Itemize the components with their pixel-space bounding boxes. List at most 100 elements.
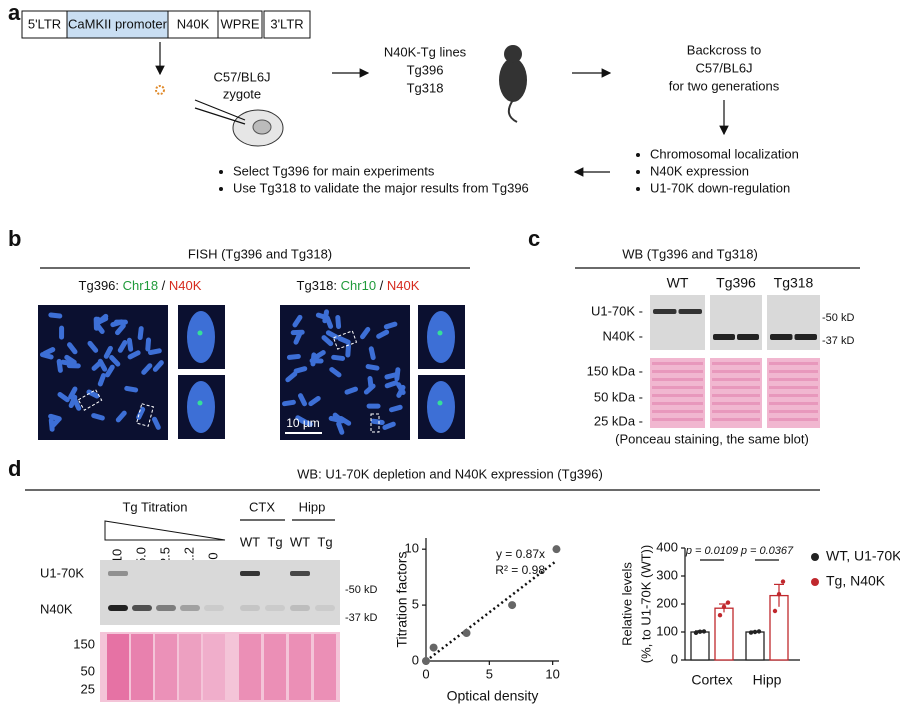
fish-label: Tg318: Chr10 / N40K	[297, 278, 420, 293]
r-squared: R² = 0.98	[495, 563, 545, 577]
construct-box	[167, 10, 219, 39]
y-axis-title: Titration factors	[394, 552, 410, 648]
band	[204, 605, 224, 611]
chromosome	[124, 385, 139, 393]
ponceau	[650, 358, 705, 428]
band	[180, 605, 200, 611]
band-label: N40K	[40, 601, 73, 616]
chromosome	[49, 417, 61, 430]
point	[697, 629, 703, 634]
chromosome	[126, 337, 134, 352]
amount: 0	[205, 552, 220, 559]
chromosome	[115, 323, 126, 336]
ponceau-band	[712, 370, 760, 373]
y-tick-label: 5	[412, 597, 419, 612]
panel-label: a	[8, 0, 21, 25]
lane-label: Tg	[317, 534, 332, 549]
equation: y = 0.87x	[496, 547, 545, 561]
chromosome	[376, 329, 390, 339]
chromosome	[117, 340, 128, 353]
y-axis-title: (%, to U1-70K (WT))	[638, 545, 653, 663]
fish-label: Tg396: Chr18 / N40K	[79, 278, 202, 293]
mouse	[499, 58, 527, 102]
ponceau-band	[769, 418, 818, 421]
wedge	[104, 520, 226, 541]
label: for two generations	[669, 78, 780, 93]
point	[756, 629, 762, 634]
chromosome	[344, 386, 359, 395]
chromosome	[87, 340, 99, 353]
band	[240, 605, 260, 611]
label: Backcross to	[687, 42, 761, 57]
bar	[745, 631, 765, 661]
marker-label: -37 kD	[822, 335, 854, 347]
fish-part: Tg318:	[297, 278, 341, 293]
bullet	[636, 170, 640, 174]
chromosome	[68, 386, 78, 400]
x-tick-label: 0	[422, 666, 429, 681]
point	[462, 629, 471, 638]
p-value: p = 0.0109	[685, 545, 738, 557]
ponceau-lane	[179, 634, 201, 700]
construct-box	[217, 10, 263, 39]
panel-title: WB: U1-70K depletion and N40K expression…	[297, 466, 603, 481]
marker-label: 150	[73, 636, 95, 651]
fish-part: N40K	[169, 278, 202, 293]
x-tick-label: 10	[545, 666, 559, 681]
band	[290, 571, 310, 576]
legend-label: Tg, N40K	[826, 573, 886, 589]
inset-chromosome	[187, 381, 215, 433]
ponceau-band	[712, 402, 760, 405]
label: Tg396	[407, 62, 444, 77]
signal	[437, 400, 443, 406]
mouse-head	[504, 45, 522, 63]
chromosome	[67, 342, 78, 355]
chromosome	[137, 326, 144, 341]
chromosome	[365, 364, 380, 371]
chromosome	[103, 345, 113, 359]
ponceau-lane	[203, 634, 225, 700]
label: Hipp	[299, 499, 326, 514]
label: C57/BL6J	[213, 69, 270, 84]
band-label: N40K -	[603, 328, 643, 343]
amount: 10	[109, 549, 124, 563]
chromosome	[367, 376, 374, 390]
ponceau-band	[769, 394, 818, 397]
chromosome	[345, 343, 351, 358]
ponceau-band	[769, 402, 818, 405]
label: C57/BL6J	[695, 60, 752, 75]
bullet	[636, 153, 640, 157]
y-tick-label: 400	[656, 539, 678, 554]
chromosome	[292, 314, 303, 328]
chromosome	[95, 316, 109, 326]
band-label: U1-70K	[40, 565, 84, 580]
ponceau-lane	[155, 634, 177, 700]
pipette	[194, 107, 246, 125]
chromosome	[313, 350, 326, 360]
chromosome	[91, 359, 104, 371]
construct-label: N40K	[177, 16, 210, 31]
y-tick-label: 200	[656, 595, 678, 610]
lane-label: Tg	[267, 534, 282, 549]
y-axis-title: Relative levels	[619, 562, 634, 646]
chromosome	[285, 371, 298, 383]
y-tick-label: 0	[412, 652, 419, 667]
ponceau-band	[652, 370, 703, 373]
chromosome	[293, 366, 308, 374]
bullet	[219, 170, 223, 174]
bullet	[636, 187, 640, 191]
panel-title: WB (Tg396 and Tg318)	[622, 246, 758, 261]
marker-label: 150 kDa -	[587, 363, 643, 378]
bar	[690, 631, 710, 661]
band	[794, 334, 817, 340]
bar	[714, 607, 734, 661]
marker-label: 25	[81, 681, 95, 696]
x-axis-title: Optical density	[447, 688, 539, 704]
marker-label: -50 kD	[345, 584, 377, 596]
band	[265, 605, 285, 611]
chromosome	[337, 336, 351, 345]
label: CTX	[249, 499, 275, 514]
legend-label: WT, U1-70K	[826, 548, 900, 564]
construct-label: WPRE	[221, 16, 260, 31]
chromosome	[321, 335, 334, 347]
